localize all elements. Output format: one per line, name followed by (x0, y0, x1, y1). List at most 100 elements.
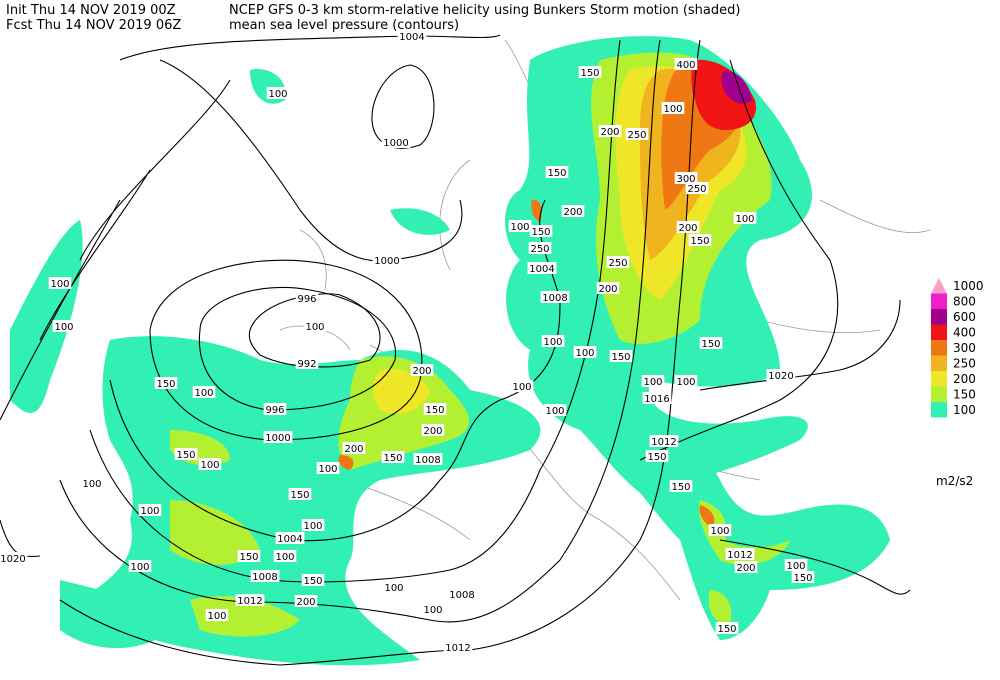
title: NCEP GFS 0-3 km storm-relative helicity … (229, 3, 740, 18)
helicity-label: 100 (305, 322, 324, 333)
contour-label: 996 (265, 405, 284, 416)
helicity-label: 100 (575, 348, 594, 359)
helicity-label-box (80, 477, 104, 489)
contour-label: 1008 (252, 572, 277, 583)
helicity-label: 100 (423, 605, 442, 616)
helicity-label-box (578, 66, 602, 78)
helicity-label: 150 (611, 352, 630, 363)
legend-swatch (931, 386, 947, 402)
helicity-label-box (205, 609, 229, 621)
helicity-label: 100 (207, 611, 226, 622)
helicity-label: 150 (425, 405, 444, 416)
helicity-label-box (685, 182, 709, 194)
helicity-label: 100 (318, 464, 337, 475)
helicity-label: 100 (512, 382, 531, 393)
helicity-label: 250 (687, 184, 706, 195)
helicity-label: 100 (275, 552, 294, 563)
helicity-label-box (561, 205, 585, 217)
contour-label: 1004 (277, 534, 302, 545)
helicity-label: 250 (608, 258, 627, 269)
helicity-label: 100 (786, 561, 805, 572)
helicity-label-box (421, 424, 445, 436)
helicity-label: 100 (643, 377, 662, 388)
helicity-label: 200 (563, 207, 582, 218)
contour-label: 1000 (374, 256, 399, 267)
contour-label-box (0, 552, 28, 564)
helicity-label: 200 (600, 127, 619, 138)
helicity-label-box (273, 550, 297, 562)
helicity-label: 100 (303, 521, 322, 532)
contour-label: 1012 (651, 437, 676, 448)
map-labels: 1004 1000 1000 996 992 996 1000 1008 1004 1008 101… (0, 30, 815, 654)
helicity-label-box (237, 550, 261, 562)
contour-label-box (443, 641, 473, 653)
legend-label: 150 (953, 387, 976, 401)
helicity-label-box (316, 462, 340, 474)
helicity-label-box (381, 451, 405, 463)
helicity-label: 150 (701, 339, 720, 350)
legend-label: 250 (953, 356, 976, 370)
helicity-label-box (301, 574, 325, 586)
helicity-label: 100 (130, 562, 149, 573)
legend-swatch (931, 402, 947, 418)
contour-label-box (725, 548, 755, 560)
helicity-label: 100 (735, 214, 754, 225)
contour-label-box (275, 532, 305, 544)
helicity-label: 200 (598, 284, 617, 295)
helicity-label: 100 (710, 526, 729, 537)
helicity-label-box (645, 450, 669, 462)
contour-label-box (263, 431, 293, 443)
helicity-label-box (606, 256, 630, 268)
helicity-label-box (541, 335, 565, 347)
contour-label-box (263, 403, 287, 415)
init-line: Init Thu 14 NOV 2019 00Z (6, 3, 176, 18)
helicity-label-box (699, 337, 723, 349)
legend-label: 200 (953, 372, 976, 386)
helicity-label-box (342, 442, 366, 454)
helicity-label-box (198, 458, 222, 470)
helicity-label: 150 (531, 227, 550, 238)
legend-units: m2/s2 (936, 474, 973, 488)
helicity-label-box (676, 221, 700, 233)
helicity-label: 100 (268, 89, 287, 100)
helicity-label-box (192, 386, 216, 398)
helicity-label-box (410, 364, 434, 376)
contour-label: 1008 (542, 293, 567, 304)
contour-label-box (295, 292, 319, 304)
helicity-label: 200 (296, 597, 315, 608)
helicity-label-box (708, 524, 732, 536)
helicity-label-box (733, 212, 757, 224)
helicity-label-box (545, 166, 569, 178)
contour-label: 1012 (445, 643, 470, 654)
contour-label-box (649, 435, 679, 447)
contour-label: 1012 (727, 550, 752, 561)
contour-label-box (642, 392, 672, 404)
helicity-label-box (661, 102, 685, 114)
helicity-label-box (791, 571, 815, 583)
helicity-label-box (598, 125, 622, 137)
helicity-label-box (510, 380, 534, 392)
helicity-label: 200 (412, 366, 431, 377)
contour-label-box (766, 369, 796, 381)
helicity-label: 100 (82, 479, 101, 490)
legend-triangle (931, 278, 947, 294)
helicity-label: 250 (530, 244, 549, 255)
helicity-label: 150 (176, 450, 195, 461)
helicity-label-box (688, 234, 712, 246)
helicity-label: 100 (200, 460, 219, 471)
helicity-label-box (625, 128, 649, 140)
helicity-label: 100 (50, 279, 69, 290)
helicity-label-box (382, 581, 406, 593)
helicity-label-box (154, 377, 178, 389)
contour-label-box (235, 594, 265, 606)
helicity-label-box (596, 282, 620, 294)
helicity-label-box (734, 561, 758, 573)
contour-label: 1020 (0, 554, 25, 565)
legend-swatch (931, 340, 947, 356)
helicity-label: 400 (676, 60, 695, 71)
helicity-label: 200 (678, 223, 697, 234)
helicity-label-box (543, 404, 567, 416)
helicity-label: 150 (717, 624, 736, 635)
helicity-label: 100 (54, 322, 73, 333)
